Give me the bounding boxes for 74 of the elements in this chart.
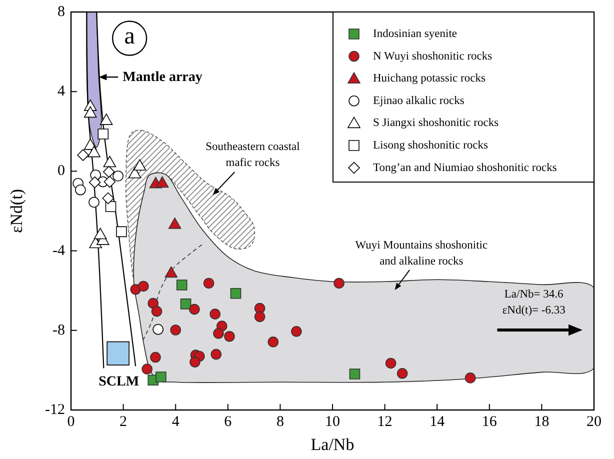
x-tick-label: 18 xyxy=(534,414,550,430)
point xyxy=(156,372,166,382)
x-axis-title: La/Nb xyxy=(310,435,354,454)
x-tick-label: 10 xyxy=(325,414,340,430)
y-tick-label: 8 xyxy=(58,4,65,20)
point xyxy=(385,358,396,369)
point xyxy=(180,298,192,310)
point xyxy=(88,146,100,158)
point xyxy=(230,288,242,299)
point xyxy=(189,304,200,315)
point xyxy=(152,324,164,335)
point xyxy=(104,176,116,188)
point xyxy=(203,278,214,289)
y-axis-title: εNd(t) xyxy=(7,189,26,233)
y-tick-label: -12 xyxy=(45,402,65,418)
x-tick-label: 14 xyxy=(430,414,446,430)
legend-label: Ejinao alkalic rocks xyxy=(373,94,465,107)
point xyxy=(103,166,115,178)
point xyxy=(103,156,116,168)
point xyxy=(464,372,476,384)
point xyxy=(138,280,149,292)
x-tick-label: 20 xyxy=(586,414,602,430)
point xyxy=(98,128,109,140)
annotation: Southeastern coastal mafic rocks xyxy=(206,141,300,170)
annotation: Mantle array xyxy=(122,70,202,85)
legend-label: S Jiangxi shoshonitic rocks xyxy=(373,117,500,130)
x-tick-label: 8 xyxy=(276,414,284,430)
point xyxy=(142,364,152,374)
point xyxy=(116,226,127,238)
point xyxy=(396,368,408,379)
legend-label: Indosinian syenite xyxy=(373,28,457,40)
annotation: Wuyi Mountains shoshonitic and alkaline rocks xyxy=(355,240,488,268)
x-tick-label: 2 xyxy=(120,414,128,430)
point xyxy=(334,278,344,289)
x-tick-label: 16 xyxy=(482,414,498,430)
point xyxy=(156,176,169,188)
point xyxy=(150,352,161,363)
point xyxy=(84,106,97,118)
y-tick-label: -8 xyxy=(52,322,65,338)
point xyxy=(210,348,222,360)
point xyxy=(168,218,182,229)
point xyxy=(349,368,360,380)
annotation: a xyxy=(124,23,136,50)
point xyxy=(291,326,302,337)
point xyxy=(133,159,146,171)
legend-label: N Wuyi shoshonitic rocks xyxy=(373,50,493,62)
x-tick-label: 12 xyxy=(377,414,392,430)
y-tick-label: 0 xyxy=(58,163,65,180)
point xyxy=(268,336,279,348)
point xyxy=(88,176,101,188)
legend-label: Huichang potassic rocks xyxy=(373,72,486,85)
point xyxy=(224,330,235,342)
point xyxy=(128,166,142,178)
y-tick-label: -4 xyxy=(52,242,66,259)
point xyxy=(94,228,107,240)
point xyxy=(151,306,162,317)
annotation: La/Nb= 34.6 εNd(t)= -6.33 xyxy=(502,288,566,317)
x-tick-label: 6 xyxy=(224,414,232,430)
point xyxy=(254,311,266,322)
point xyxy=(213,328,224,339)
point xyxy=(190,356,200,368)
x-tick-label: 4 xyxy=(172,414,180,430)
point xyxy=(210,308,220,320)
legend-label: Lisong shoshonitic rocks xyxy=(373,140,489,152)
point xyxy=(102,192,114,204)
point xyxy=(77,149,89,161)
legend-label: Tong’an and Niumiao shoshonitic rocks xyxy=(373,162,558,174)
point xyxy=(164,266,178,278)
y-tick-label: 4 xyxy=(58,84,66,100)
point xyxy=(176,280,188,290)
point xyxy=(170,324,181,336)
point xyxy=(100,114,113,125)
annotation: SCLM xyxy=(98,374,140,390)
point xyxy=(148,298,159,309)
